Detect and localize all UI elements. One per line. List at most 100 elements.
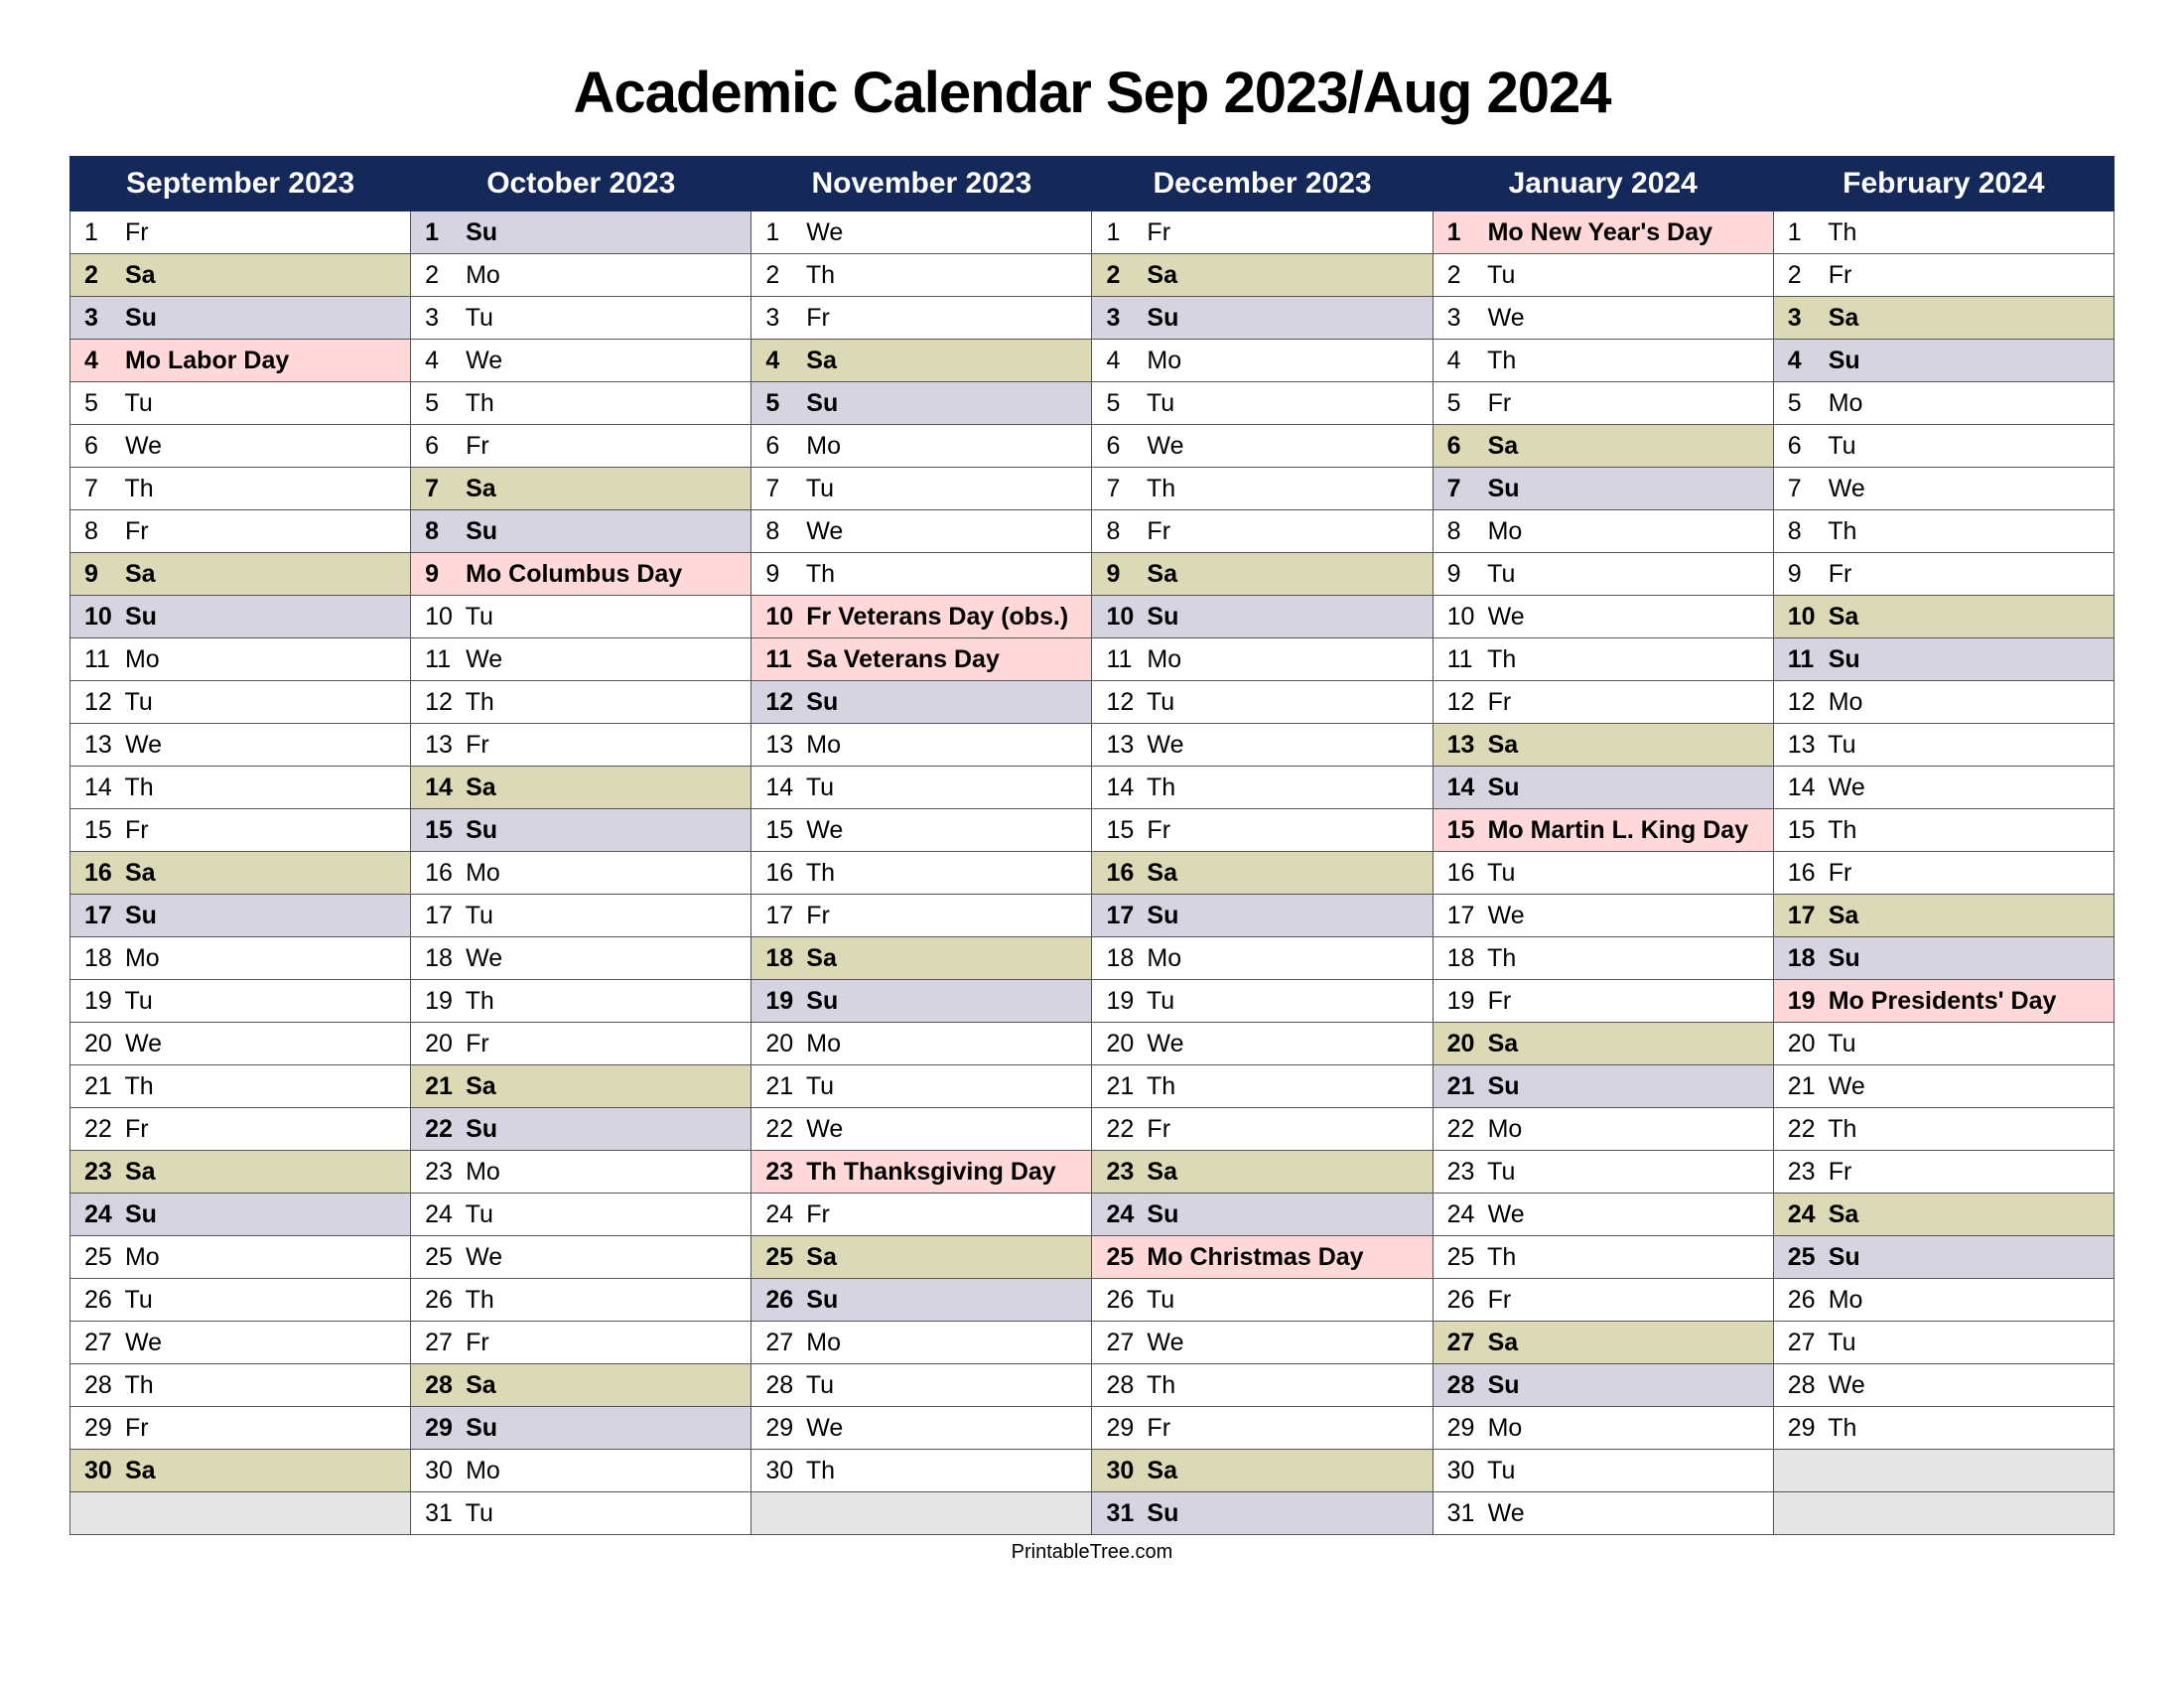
day-number: 17 <box>425 902 459 930</box>
day-of-week: Fr <box>806 1200 830 1228</box>
day-number: 27 <box>1106 1329 1140 1357</box>
day-of-week: Su <box>125 304 157 332</box>
day-cell: 19 Tu <box>1092 980 1433 1023</box>
day-cell: 2 Tu <box>1433 254 1773 297</box>
day-number: 20 <box>84 1030 118 1058</box>
day-cell: 12 Tu <box>1092 681 1433 724</box>
day-cell: 31 We <box>1433 1492 1773 1535</box>
day-number: 15 <box>84 816 118 845</box>
day-cell: 21 Tu <box>751 1065 1092 1108</box>
day-number: 30 <box>84 1457 118 1485</box>
day-number: 6 <box>425 432 459 461</box>
day-number: 26 <box>84 1286 118 1315</box>
day-cell: 12 Fr <box>1433 681 1773 724</box>
day-cell: 20 Fr <box>411 1023 751 1065</box>
day-of-week: Tu <box>466 1200 493 1228</box>
day-number: 30 <box>1447 1457 1481 1485</box>
day-number: 28 <box>1447 1371 1481 1400</box>
day-cell: 5 Tu <box>1092 382 1433 425</box>
day-number: 15 <box>1106 816 1140 845</box>
day-cell: 26 Tu <box>1092 1279 1433 1322</box>
day-cell: 9 Th <box>751 553 1092 596</box>
day-cell: 28 Th <box>1092 1364 1433 1407</box>
day-cell: 5 Tu <box>70 382 411 425</box>
day-of-week: We <box>1488 1200 1525 1228</box>
calendar-body: 1 Fr1 Su1 We1 Fr1 Mo New Year's Day1 Th2… <box>70 211 2115 1535</box>
day-of-week: Th <box>1828 1414 1856 1442</box>
day-of-week: We <box>125 1030 162 1057</box>
day-of-week: We <box>806 1115 843 1143</box>
day-cell: 21 Su <box>1433 1065 1773 1108</box>
day-number: 14 <box>84 774 118 802</box>
day-of-week: Tu <box>1828 731 1855 759</box>
day-cell: 30 Sa <box>1092 1450 1433 1492</box>
day-of-week: Mo <box>1147 944 1181 972</box>
calendar-row: 5 Tu5 Th5 Su5 Tu5 Fr5 Mo <box>70 382 2115 425</box>
day-of-week: Th <box>125 475 154 502</box>
day-number: 19 <box>1447 987 1481 1016</box>
day-number: 31 <box>1447 1499 1481 1528</box>
day-number: 12 <box>765 688 799 717</box>
day-of-week: Su <box>1147 603 1178 631</box>
day-number: 1 <box>1788 218 1822 247</box>
day-cell: 28 Sa <box>411 1364 751 1407</box>
day-cell: 18 Sa <box>751 937 1092 980</box>
day-of-week: Fr <box>1147 1115 1170 1143</box>
calendar-row: 26 Tu26 Th26 Su26 Tu26 Fr26 Mo <box>70 1279 2115 1322</box>
day-of-week: Su <box>466 1115 497 1143</box>
day-of-week: Th <box>1487 944 1516 972</box>
day-cell: 7 Sa <box>411 468 751 510</box>
day-cell: 20 Tu <box>1773 1023 2114 1065</box>
day-number: 20 <box>1788 1030 1822 1058</box>
day-of-week: Su <box>1488 1072 1520 1100</box>
holiday-label: Presidents' Day <box>1864 987 2057 1015</box>
day-number: 17 <box>765 902 799 930</box>
day-number: 23 <box>765 1158 799 1187</box>
day-number: 3 <box>1788 304 1822 333</box>
day-cell: 6 We <box>1092 425 1433 468</box>
day-number: 18 <box>84 944 118 973</box>
day-cell: 20 We <box>1092 1023 1433 1065</box>
day-cell: 24 Tu <box>411 1194 751 1236</box>
month-header: November 2023 <box>751 157 1092 211</box>
day-cell: 11 Su <box>1773 638 2114 681</box>
day-cell: 15 Fr <box>70 809 411 852</box>
day-of-week: Su <box>1488 774 1520 801</box>
day-of-week: Su <box>1147 1200 1178 1228</box>
day-cell: 14 Tu <box>751 767 1092 809</box>
day-of-week: Th <box>125 1371 154 1399</box>
day-of-week: Th <box>125 774 154 801</box>
day-of-week: Tu <box>1147 1286 1174 1314</box>
day-of-week: Th <box>1147 475 1175 502</box>
calendar-row: 7 Th7 Sa7 Tu7 Th7 Su7 We <box>70 468 2115 510</box>
day-of-week: Mo <box>806 1030 841 1057</box>
holiday-label: Columbus Day <box>501 560 682 588</box>
day-cell: 6 We <box>70 425 411 468</box>
day-number: 20 <box>1106 1030 1140 1058</box>
day-number: 26 <box>425 1286 459 1315</box>
day-cell: 7 We <box>1773 468 2114 510</box>
day-of-week: Fr <box>1829 560 1852 588</box>
day-of-week: Tu <box>466 1499 493 1527</box>
day-number: 26 <box>1447 1286 1481 1315</box>
day-number: 16 <box>84 859 118 888</box>
day-cell: 9 Sa <box>70 553 411 596</box>
day-number: 8 <box>84 517 118 546</box>
day-cell: 29 Th <box>1773 1407 2114 1450</box>
day-of-week: Mo <box>1488 816 1524 844</box>
day-number: 23 <box>1106 1158 1140 1187</box>
day-of-week: We <box>1829 1072 1865 1100</box>
day-of-week: Tu <box>1487 859 1515 887</box>
holiday-label: New Year's Day <box>1524 218 1712 246</box>
day-of-week: Th <box>1147 1072 1175 1100</box>
day-number: 8 <box>765 517 799 546</box>
day-cell: 22 Fr <box>1092 1108 1433 1151</box>
day-number: 3 <box>425 304 459 333</box>
day-number: 12 <box>1788 688 1822 717</box>
day-cell: 3 Su <box>70 297 411 340</box>
day-number: 6 <box>1447 432 1481 461</box>
day-number: 11 <box>1788 645 1822 674</box>
calendar-row: 27 We27 Fr27 Mo27 We27 Sa27 Tu <box>70 1322 2115 1364</box>
day-number: 13 <box>765 731 799 760</box>
day-cell: 23 Sa <box>1092 1151 1433 1194</box>
